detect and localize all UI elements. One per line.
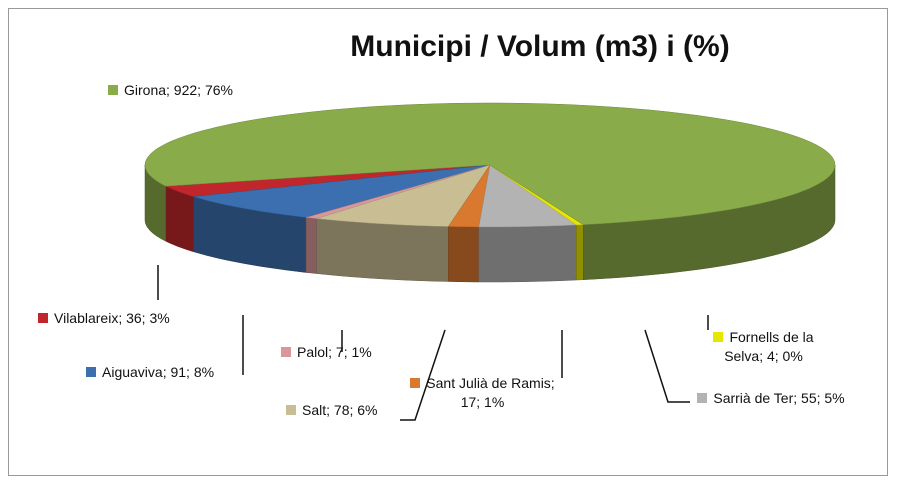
- slice-side: [576, 224, 584, 281]
- pie-slice: [478, 164, 578, 228]
- pie-slice: [316, 164, 491, 227]
- label-text: Aiguaviva; 91; 8%: [102, 364, 215, 380]
- slice-side: [165, 185, 194, 253]
- pie-slice: [144, 102, 836, 225]
- slice-side: [478, 224, 577, 283]
- data-label: Sarrià de Ter; 55; 5%: [691, 389, 851, 408]
- label-text: Palol; 7; 1%: [297, 344, 372, 360]
- label-text: Sarrià de Ter; 55; 5%: [713, 390, 845, 406]
- label-key: [697, 393, 708, 403]
- label-key: [713, 332, 724, 342]
- data-label: Salt; 78; 6%: [286, 401, 446, 420]
- pie-sides: [144, 164, 836, 283]
- label-text: Fornells de la Selva; 4; 0%: [724, 329, 814, 364]
- leader-line: [400, 329, 446, 421]
- label-text: Vilablareix; 36; 3%: [54, 310, 170, 326]
- label-key: [410, 378, 421, 388]
- label-text: Girona; 922; 76%: [124, 82, 233, 98]
- pie-slice: [193, 164, 491, 218]
- leader-line: [644, 329, 690, 403]
- label-text: Sant Julià de Ramis; 17; 1%: [426, 375, 555, 410]
- slice-side: [448, 226, 480, 283]
- data-label: Vilablareix; 36; 3%: [38, 309, 258, 328]
- data-label: Aiguaviva; 91; 8%: [86, 363, 306, 382]
- slice-side: [316, 218, 449, 282]
- label-key: [286, 405, 296, 415]
- data-label: Sant Julià de Ramis; 17; 1%: [400, 374, 565, 412]
- label-text: Salt; 78; 6%: [302, 402, 378, 418]
- slice-side: [305, 217, 318, 274]
- label-key: [38, 313, 48, 323]
- leader-lines: [157, 265, 709, 421]
- label-key: [86, 367, 96, 377]
- data-label: Palol; 7; 1%: [281, 343, 441, 362]
- data-label: Fornells de la Selva; 4; 0%: [701, 328, 826, 366]
- pie: [144, 102, 836, 283]
- label-key: [281, 347, 291, 357]
- label-key: [108, 85, 118, 95]
- data-label: Girona; 922; 76%: [108, 81, 328, 100]
- pie-slice: [164, 164, 491, 197]
- chart-title: Municipi / Volum (m3) i (%): [350, 30, 729, 63]
